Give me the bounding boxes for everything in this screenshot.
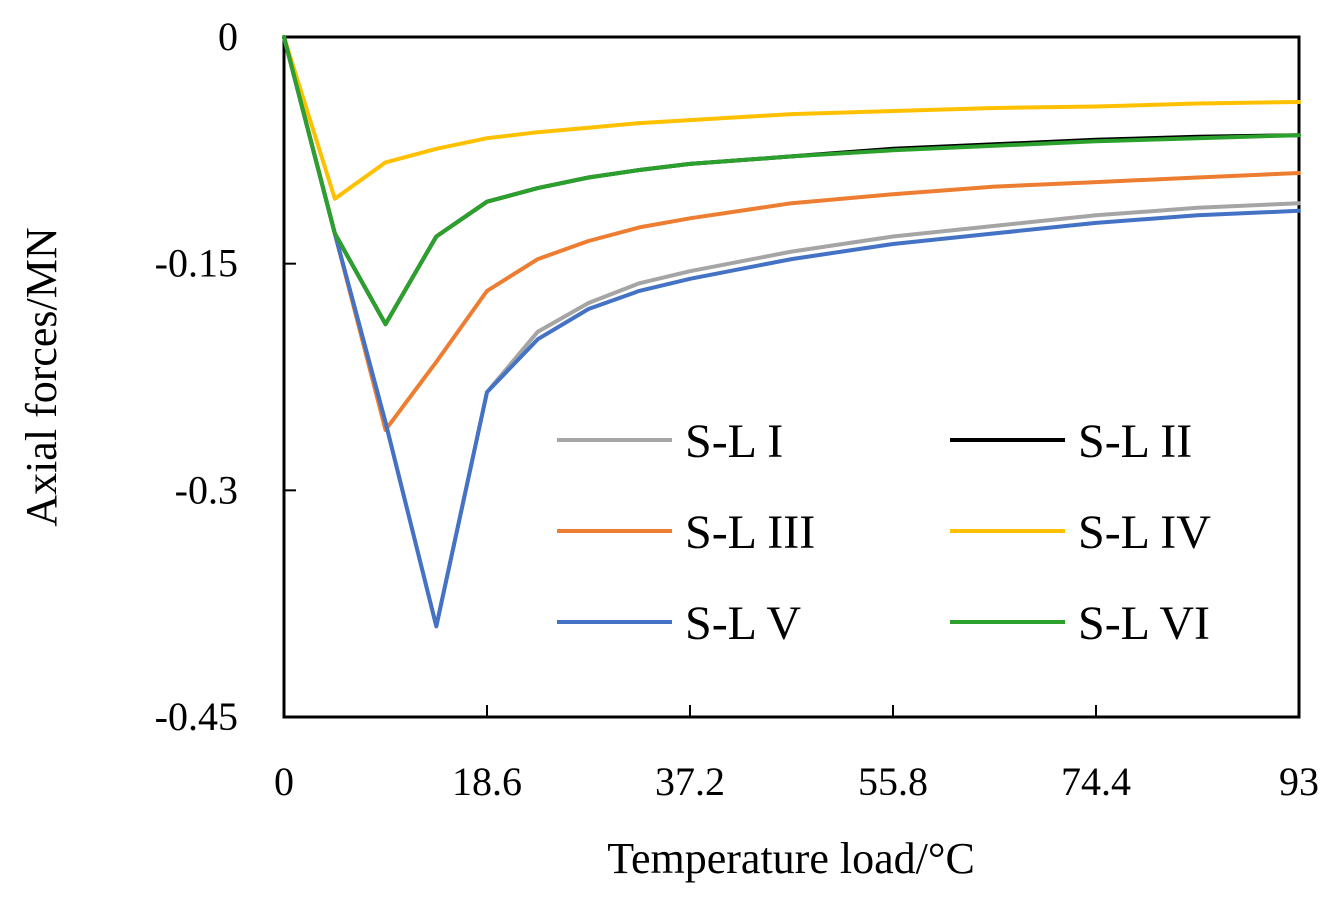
legend-label-s-l-i: S-L I (685, 415, 783, 468)
legend-label-s-l-iii: S-L III (685, 506, 815, 559)
x-tick-label: 0 (274, 759, 294, 804)
y-tick-label: -0.45 (155, 694, 238, 739)
series-line-s-l-v (282, 35, 1301, 629)
x-tick-label: 37.2 (655, 759, 725, 804)
y-tick-label: 0 (218, 14, 238, 59)
legend-label-s-l-vi: S-L VI (1078, 597, 1210, 650)
y-tick-label: -0.15 (155, 241, 238, 286)
x-axis-title: Temperature load/°C (607, 834, 975, 883)
series-line-s-l-iii (282, 35, 1301, 432)
x-tick-label: 55.8 (858, 759, 928, 804)
x-tick-label: 74.4 (1061, 759, 1131, 804)
legend-label-s-l-iv: S-L IV (1078, 506, 1211, 559)
legend-label-s-l-v: S-L V (685, 597, 801, 650)
x-tick-label: 18.6 (452, 759, 522, 804)
legend-label-s-l-ii: S-L II (1078, 415, 1192, 468)
x-tick-label: 93 (1279, 759, 1319, 804)
series-lines (282, 35, 1301, 629)
x-axis-ticks: 0 18.6 37.2 55.8 74.4 93 (274, 705, 1319, 804)
legend: S-L I S-L II S-L III S-L IV S-L V S-L VI (557, 415, 1211, 650)
y-tick-label: -0.3 (175, 467, 238, 512)
series-line-s-l-vi (282, 35, 1301, 327)
series-line-s-l-iv (282, 35, 1301, 201)
y-axis-title: Axial forces/MN (17, 227, 66, 526)
plot-frame (282, 35, 1301, 719)
y-axis-ticks: 0 -0.15 -0.3 -0.45 (155, 14, 296, 739)
